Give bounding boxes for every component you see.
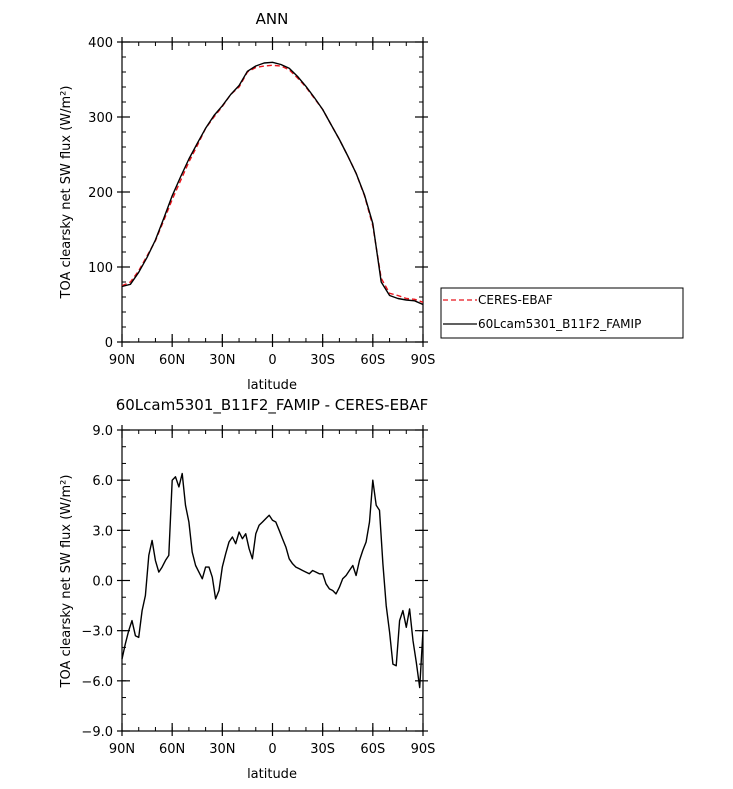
top-chart-title: ANN — [256, 10, 289, 28]
bottom-y-tick-label: 3.0 — [92, 524, 113, 539]
top-series-line-1 — [121, 61, 424, 306]
bottom-plot-area: 90N 60N 30N 0 30S 60S 90S −9.0 −6.0 −3.0 0.0 3.0 6.0… — [81, 424, 435, 757]
bottom-x-axis-label: latitude — [247, 767, 297, 782]
top-plot-area: 90N 60N 30N 0 30S 60S 90S 0 100 200 300 400 — [88, 36, 435, 368]
top-x-axis-label: latitude — [247, 378, 297, 393]
bottom-y-axis-label: TOA clearsky net SW flux (W/m²) — [59, 475, 74, 689]
bottom-chart-title: 60Lcam5301_B11F2_FAMIP - CERES-EBAF — [116, 396, 429, 415]
legend-box — [440, 287, 684, 339]
bottom-y-tick-label: −3.0 — [81, 625, 113, 640]
bottom-y-tick-label: 0.0 — [92, 575, 113, 590]
top-y-tick-label: 200 — [88, 186, 113, 201]
top-plot-frame — [121, 41, 424, 343]
bottom-x-tick-label: 30N — [209, 742, 235, 757]
bottom-y-tick-label: −9.0 — [81, 725, 113, 740]
bottom-plot-frame — [121, 429, 424, 732]
bottom-y-tick-label: 6.0 — [92, 474, 113, 489]
top-y-tick-label: 400 — [88, 36, 113, 51]
top-x-tick-label: 0 — [268, 353, 276, 368]
legend-label-model: 60Lcam5301_B11F2_FAMIP — [478, 317, 641, 331]
bottom-x-tick-label: 0 — [268, 742, 276, 757]
top-y-axis-label: TOA clearsky net SW flux (W/m²) — [59, 86, 74, 300]
top-panel: ANN TOA clearsky net SW flux (W/m²) lati… — [59, 10, 684, 393]
legend: CERES-EBAF 60Lcam5301_B11F2_FAMIP — [440, 287, 684, 339]
top-y-tick-label: 300 — [88, 111, 113, 126]
bottom-x-tick-label: 90N — [109, 742, 135, 757]
legend-label-ceres: CERES-EBAF — [478, 293, 553, 307]
top-y-tick-label: 100 — [88, 261, 113, 276]
top-x-tick-label: 60S — [360, 353, 385, 368]
bottom-x-tick-label: 60S — [360, 742, 385, 757]
bottom-x-tick-label: 60N — [159, 742, 185, 757]
top-y-tick-label: 0 — [105, 336, 113, 351]
top-x-tick-label: 30N — [209, 353, 235, 368]
top-x-tick-label: 30S — [310, 353, 335, 368]
bottom-x-tick-label: 90S — [411, 742, 436, 757]
top-x-tick-label: 90S — [411, 353, 436, 368]
top-x-tick-label: 90N — [109, 353, 135, 368]
bottom-x-tick-label: 30S — [310, 742, 335, 757]
bottom-series-line-0 — [121, 472, 424, 689]
bottom-y-tick-label: 9.0 — [92, 424, 113, 439]
top-x-tick-label: 60N — [159, 353, 185, 368]
top-series-line-0 — [121, 64, 424, 303]
bottom-y-tick-label: −6.0 — [81, 675, 113, 690]
bottom-panel: 60Lcam5301_B11F2_FAMIP - CERES-EBAF TOA … — [59, 396, 435, 782]
